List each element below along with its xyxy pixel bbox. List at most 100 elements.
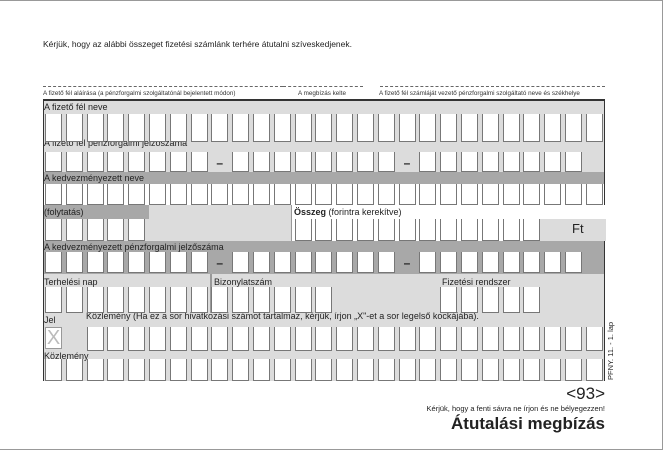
debit-day-box[interactable]	[149, 287, 166, 313]
amount-box[interactable]	[481, 219, 499, 241]
amount-box[interactable]	[377, 219, 395, 241]
document-number-box[interactable]	[232, 287, 250, 313]
remittance-box[interactable]	[294, 359, 312, 381]
payer-name-box[interactable]	[45, 114, 62, 142]
beneficiary-account-box[interactable]	[273, 252, 291, 273]
payer-account-box[interactable]	[336, 152, 354, 172]
payer-name-box[interactable]	[315, 114, 333, 142]
beneficiary-name-box[interactable]	[107, 184, 125, 205]
payer-account-box[interactable]	[169, 152, 187, 172]
remittance-box[interactable]	[65, 359, 83, 381]
payer-name-box[interactable]	[377, 114, 395, 142]
remittance-ref-box[interactable]	[211, 327, 229, 351]
beneficiary-account-box[interactable]	[419, 252, 437, 273]
beneficiary-name-box[interactable]	[149, 184, 166, 205]
beneficiary-account-box[interactable]	[190, 252, 208, 273]
beneficiary-name-box[interactable]	[65, 184, 83, 205]
remittance-box[interactable]	[565, 359, 582, 381]
mark-x-box[interactable]: X	[45, 327, 62, 349]
beneficiary-name-box[interactable]	[232, 184, 250, 205]
remittance-box[interactable]	[523, 359, 541, 381]
remittance-box[interactable]	[377, 359, 395, 381]
payer-account-box[interactable]	[86, 152, 104, 172]
document-number-box[interactable]	[211, 287, 229, 313]
amount-box[interactable]	[336, 219, 354, 241]
beneficiary-name-box[interactable]	[357, 184, 374, 205]
payer-name-box[interactable]	[211, 114, 229, 142]
debit-day-box[interactable]	[86, 287, 104, 313]
remittance-ref-box[interactable]	[398, 327, 416, 351]
payer-name-box[interactable]	[440, 114, 458, 142]
remittance-ref-box[interactable]	[232, 327, 250, 351]
payment-system-box[interactable]	[461, 287, 478, 313]
beneficiary-account-box[interactable]	[461, 252, 478, 273]
amount-box[interactable]	[294, 219, 312, 241]
document-number-box[interactable]	[315, 287, 333, 313]
remittance-box[interactable]	[585, 359, 603, 381]
beneficiary-name-box[interactable]	[253, 184, 270, 205]
remittance-ref-box[interactable]	[253, 327, 270, 351]
beneficiary-name-box[interactable]	[440, 184, 458, 205]
remittance-ref-box[interactable]	[585, 327, 603, 351]
payer-name-box[interactable]	[65, 114, 83, 142]
payer-account-box[interactable]	[440, 152, 458, 172]
beneficiary-account-box[interactable]	[336, 252, 354, 273]
debit-day-box[interactable]	[65, 287, 83, 313]
continuation-box[interactable]	[128, 219, 146, 241]
remittance-box[interactable]	[128, 359, 146, 381]
payer-name-box[interactable]	[461, 114, 478, 142]
continuation-box[interactable]	[107, 219, 125, 241]
payer-name-box[interactable]	[253, 114, 270, 142]
amount-box[interactable]	[357, 219, 374, 241]
remittance-ref-box[interactable]	[523, 327, 541, 351]
beneficiary-name-box[interactable]	[273, 184, 291, 205]
payer-account-box[interactable]	[232, 152, 250, 172]
remittance-ref-box[interactable]	[377, 327, 395, 351]
payer-account-box[interactable]	[377, 152, 395, 172]
amount-box[interactable]	[419, 219, 437, 241]
continuation-box[interactable]	[45, 219, 62, 241]
beneficiary-account-box[interactable]	[502, 252, 520, 273]
beneficiary-account-box[interactable]	[565, 252, 582, 273]
payer-name-box[interactable]	[86, 114, 104, 142]
beneficiary-account-box[interactable]	[45, 252, 62, 273]
remittance-box[interactable]	[169, 359, 187, 381]
remittance-box[interactable]	[440, 359, 458, 381]
beneficiary-name-box[interactable]	[190, 184, 208, 205]
remittance-box[interactable]	[273, 359, 291, 381]
payer-name-box[interactable]	[357, 114, 374, 142]
beneficiary-name-box[interactable]	[315, 184, 333, 205]
remittance-ref-box[interactable]	[481, 327, 499, 351]
payer-name-box[interactable]	[294, 114, 312, 142]
beneficiary-name-box[interactable]	[523, 184, 541, 205]
payer-account-box[interactable]	[565, 152, 582, 172]
beneficiary-name-box[interactable]	[502, 184, 520, 205]
remittance-box[interactable]	[149, 359, 166, 381]
payer-name-box[interactable]	[273, 114, 291, 142]
payment-system-box[interactable]	[440, 287, 458, 313]
remittance-box[interactable]	[86, 359, 104, 381]
payer-account-box[interactable]	[128, 152, 146, 172]
payer-account-box[interactable]	[544, 152, 562, 172]
payer-account-box[interactable]	[190, 152, 208, 172]
amount-box[interactable]	[523, 219, 541, 241]
debit-day-box[interactable]	[169, 287, 187, 313]
payer-name-box[interactable]	[169, 114, 187, 142]
remittance-ref-box[interactable]	[502, 327, 520, 351]
beneficiary-name-box[interactable]	[461, 184, 478, 205]
debit-day-box[interactable]	[107, 287, 125, 313]
payer-name-box[interactable]	[149, 114, 166, 142]
remittance-ref-box[interactable]	[294, 327, 312, 351]
beneficiary-account-box[interactable]	[544, 252, 562, 273]
amount-box[interactable]	[461, 219, 478, 241]
remittance-box[interactable]	[45, 359, 62, 381]
continuation-box[interactable]	[86, 219, 104, 241]
payer-account-box[interactable]	[107, 152, 125, 172]
payment-system-box[interactable]	[502, 287, 520, 313]
payer-name-box[interactable]	[565, 114, 582, 142]
beneficiary-name-box[interactable]	[45, 184, 62, 205]
beneficiary-account-box[interactable]	[65, 252, 83, 273]
payer-name-box[interactable]	[398, 114, 416, 142]
remittance-ref-box[interactable]	[128, 327, 146, 351]
payer-name-box[interactable]	[232, 114, 250, 142]
